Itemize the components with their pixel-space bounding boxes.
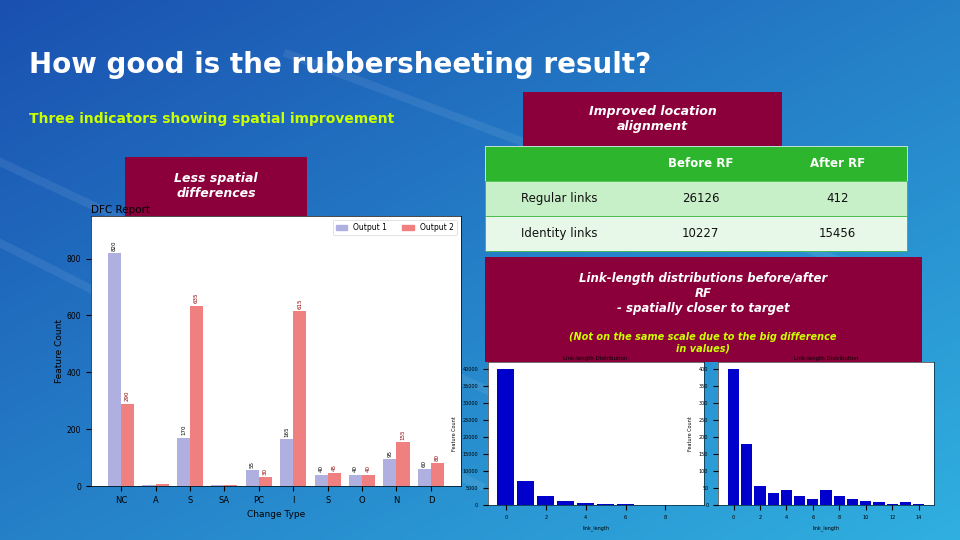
Bar: [142, 484, 156, 486]
Bar: [768, 493, 779, 505]
Bar: [913, 503, 924, 505]
Text: 55: 55: [250, 461, 254, 468]
Bar: [293, 311, 306, 486]
Text: 30: 30: [263, 468, 268, 475]
Text: 40: 40: [353, 465, 358, 472]
Text: 40: 40: [366, 465, 372, 472]
Bar: [517, 481, 535, 505]
Text: 290: 290: [125, 391, 131, 401]
X-axis label: Change Type: Change Type: [247, 510, 305, 519]
Bar: [349, 475, 362, 486]
Bar: [597, 504, 614, 505]
FancyBboxPatch shape: [485, 216, 907, 251]
Text: Three indicators showing spatial improvement: Three indicators showing spatial improve…: [29, 112, 394, 126]
Text: 615: 615: [298, 299, 302, 309]
Bar: [577, 503, 594, 505]
Text: (Not on the same scale due to the big difference
in values): (Not on the same scale due to the big di…: [569, 332, 837, 354]
Text: 40: 40: [319, 465, 324, 472]
Bar: [190, 306, 203, 486]
Bar: [418, 469, 431, 486]
Bar: [728, 369, 739, 505]
Text: Identity links: Identity links: [521, 227, 597, 240]
Bar: [177, 438, 190, 486]
Text: Less spatial
differences: Less spatial differences: [174, 172, 258, 200]
Bar: [315, 475, 327, 486]
Text: 635: 635: [194, 293, 199, 303]
Bar: [755, 486, 765, 505]
Text: 820: 820: [112, 240, 117, 251]
FancyBboxPatch shape: [485, 256, 922, 362]
Y-axis label: Feature Count: Feature Count: [688, 416, 693, 451]
Text: After RF: After RF: [810, 157, 865, 170]
Bar: [741, 443, 753, 505]
Bar: [860, 501, 872, 505]
Text: 95: 95: [388, 450, 393, 457]
Text: 45: 45: [332, 464, 337, 471]
Bar: [887, 503, 898, 505]
Text: 412: 412: [827, 192, 849, 205]
Bar: [362, 475, 375, 486]
FancyBboxPatch shape: [485, 181, 907, 216]
Text: 80: 80: [435, 454, 440, 461]
Text: 170: 170: [180, 425, 186, 435]
Y-axis label: Feature Count: Feature Count: [452, 416, 457, 451]
Bar: [108, 253, 121, 486]
Bar: [246, 470, 259, 486]
Legend: Output 1, Output 2: Output 1, Output 2: [333, 220, 457, 235]
Bar: [280, 439, 293, 486]
FancyBboxPatch shape: [125, 157, 307, 216]
Text: Before RF: Before RF: [668, 157, 733, 170]
Text: Regular links: Regular links: [521, 192, 597, 205]
Y-axis label: Feature Count: Feature Count: [55, 319, 64, 383]
Bar: [497, 369, 515, 505]
Bar: [780, 490, 792, 505]
Text: 155: 155: [400, 429, 405, 440]
Title: Link-length Distribution: Link-length Distribution: [794, 356, 858, 361]
Text: 10227: 10227: [683, 227, 719, 240]
Text: Improved location
alignment: Improved location alignment: [588, 105, 717, 133]
X-axis label: link_length: link_length: [582, 525, 610, 531]
Bar: [558, 501, 574, 505]
Bar: [807, 499, 819, 505]
Bar: [833, 496, 845, 505]
Bar: [383, 459, 396, 486]
Text: 165: 165: [284, 427, 289, 437]
Bar: [538, 496, 554, 505]
Bar: [821, 490, 831, 505]
Bar: [225, 484, 237, 486]
Bar: [794, 496, 805, 505]
Bar: [396, 442, 410, 486]
Text: 15456: 15456: [819, 227, 856, 240]
Bar: [259, 477, 272, 486]
Bar: [121, 403, 134, 486]
X-axis label: link_length: link_length: [812, 525, 840, 531]
FancyBboxPatch shape: [523, 92, 782, 146]
Bar: [900, 502, 911, 505]
Title: Link-length Distribution: Link-length Distribution: [564, 356, 628, 361]
Bar: [431, 463, 444, 486]
Text: DFC Report: DFC Report: [91, 205, 150, 215]
FancyBboxPatch shape: [485, 146, 907, 181]
Text: 60: 60: [421, 460, 427, 467]
Bar: [874, 502, 884, 505]
Bar: [211, 484, 225, 486]
Text: How good is the rubbersheeting result?: How good is the rubbersheeting result?: [29, 51, 651, 79]
Text: Link-length distributions before/after
RF
- spatially closer to target: Link-length distributions before/after R…: [579, 272, 828, 315]
Bar: [847, 499, 858, 505]
Bar: [327, 473, 341, 486]
Text: 26126: 26126: [682, 192, 720, 205]
Bar: [156, 484, 169, 486]
